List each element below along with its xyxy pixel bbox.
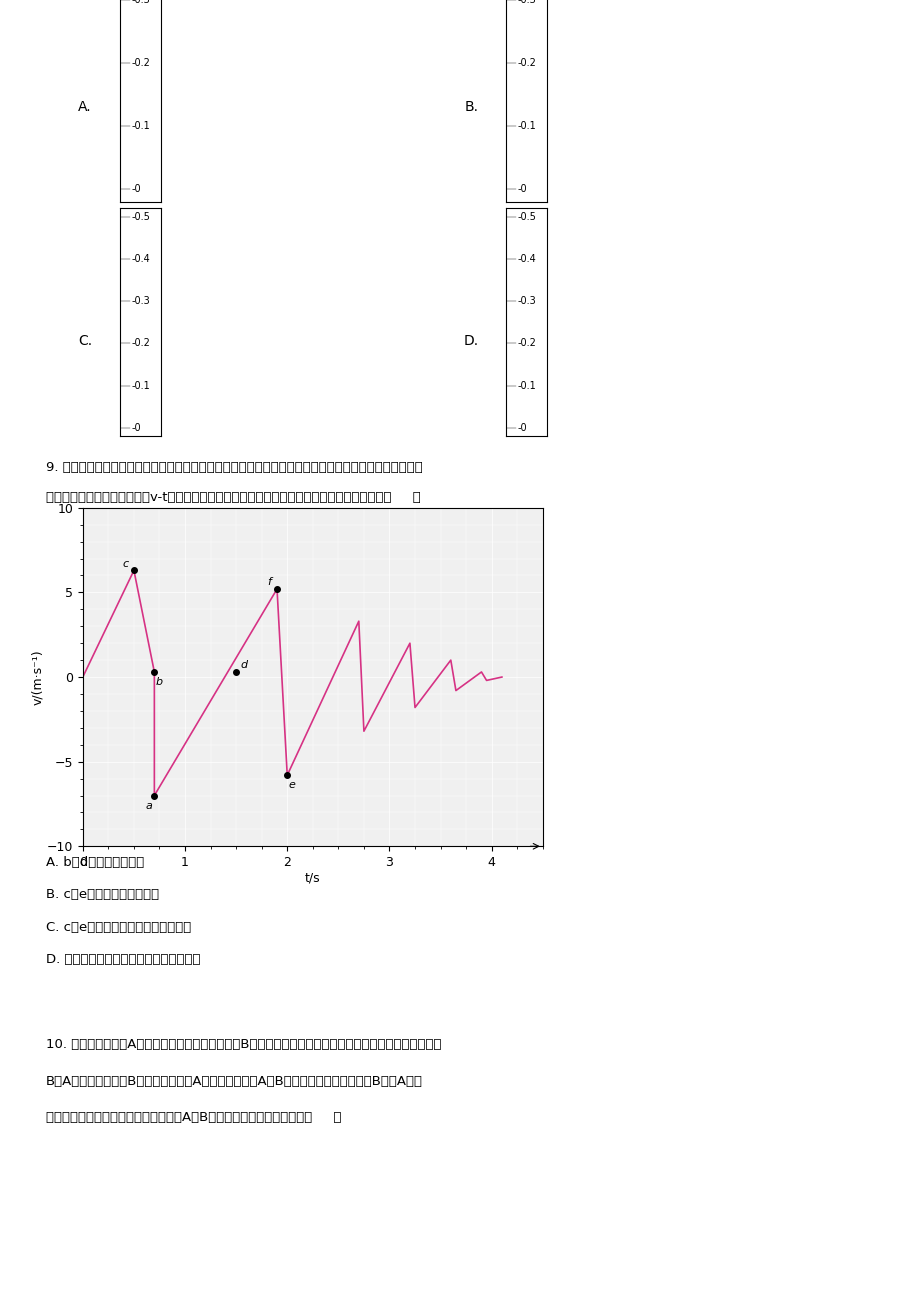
Text: -0.3: -0.3: [517, 296, 536, 306]
Text: 9. 篮球比赛前，工作人员常通过观察篮球从一定高度由静止下落后的反弹情况判断篮球的弹性。某同学拍: 9. 篮球比赛前，工作人员常通过观察篮球从一定高度由静止下落后的反弹情况判断篮球…: [46, 461, 423, 474]
Text: A.: A.: [78, 100, 92, 113]
X-axis label: t/s: t/s: [305, 872, 320, 885]
Text: -0.5: -0.5: [517, 212, 536, 221]
Text: -0: -0: [131, 184, 141, 194]
Text: f: f: [267, 577, 270, 587]
Text: -0.2: -0.2: [131, 57, 150, 68]
Text: B在A上滑行过程中，B做匀减速运动，A做匀加速运动，A和B运动加速度大小相等。当B滑到A右端: B在A上滑行过程中，B做匀减速运动，A做匀加速运动，A和B运动加速度大小相等。当…: [46, 1074, 423, 1087]
Text: -0.1: -0.1: [131, 380, 150, 391]
Text: -0.3: -0.3: [131, 0, 150, 5]
Text: -0: -0: [517, 423, 527, 432]
Text: -0.4: -0.4: [517, 254, 536, 264]
Text: -0.2: -0.2: [517, 57, 536, 68]
Text: -0.3: -0.3: [517, 0, 536, 5]
Text: -0: -0: [517, 184, 527, 194]
Text: b: b: [155, 677, 163, 687]
Text: B.: B.: [464, 100, 478, 113]
Text: -0.1: -0.1: [131, 121, 150, 132]
Text: -0: -0: [131, 423, 141, 432]
Text: 10. 如图所示，木板A静止在光滑水平面上，小物块B（可视为质点）从木板上的左端以一定速度向右运动。: 10. 如图所示，木板A静止在光滑水平面上，小物块B（可视为质点）从木板上的左端…: [46, 1038, 441, 1051]
Text: a: a: [145, 801, 153, 811]
Text: -0.5: -0.5: [131, 212, 150, 221]
Text: c: c: [122, 559, 129, 569]
Text: -0.2: -0.2: [131, 339, 150, 349]
Text: d: d: [241, 660, 247, 671]
Text: -0.4: -0.4: [131, 254, 150, 264]
Text: D.: D.: [463, 335, 478, 348]
Text: A. b、d两点时篮球等高: A. b、d两点时篮球等高: [46, 855, 144, 868]
Text: -0.1: -0.1: [517, 380, 536, 391]
Text: e: e: [289, 780, 296, 790]
Text: -0.3: -0.3: [131, 296, 150, 306]
Text: 时，两者速度相等，下列四幅图能表示A和B此时位置（图中虚线）的是（     ）: 时，两者速度相等，下列四幅图能表示A和B此时位置（图中虚线）的是（ ）: [46, 1111, 341, 1124]
Y-axis label: v/(m·s⁻¹): v/(m·s⁻¹): [31, 650, 44, 704]
Text: -0.2: -0.2: [517, 339, 536, 349]
Text: B. c、e两点时篮球速度相等: B. c、e两点时篮球速度相等: [46, 888, 159, 901]
Text: C. c、e两点间篮球的加速度保持不变: C. c、e两点间篮球的加速度保持不变: [46, 921, 191, 934]
Text: -0.1: -0.1: [517, 121, 536, 132]
Text: 摄了该过程，得出篮球运动的v-t图像如图所示（为方便标度，将横轴移至方格纸最下方），则（     ）: 摄了该过程，得出篮球运动的v-t图像如图所示（为方便标度，将横轴移至方格纸最下方…: [46, 491, 420, 504]
Text: C.: C.: [78, 335, 92, 348]
Text: D. 每次反弹前后瞬间篮球的速度大小相等: D. 每次反弹前后瞬间篮球的速度大小相等: [46, 953, 200, 966]
